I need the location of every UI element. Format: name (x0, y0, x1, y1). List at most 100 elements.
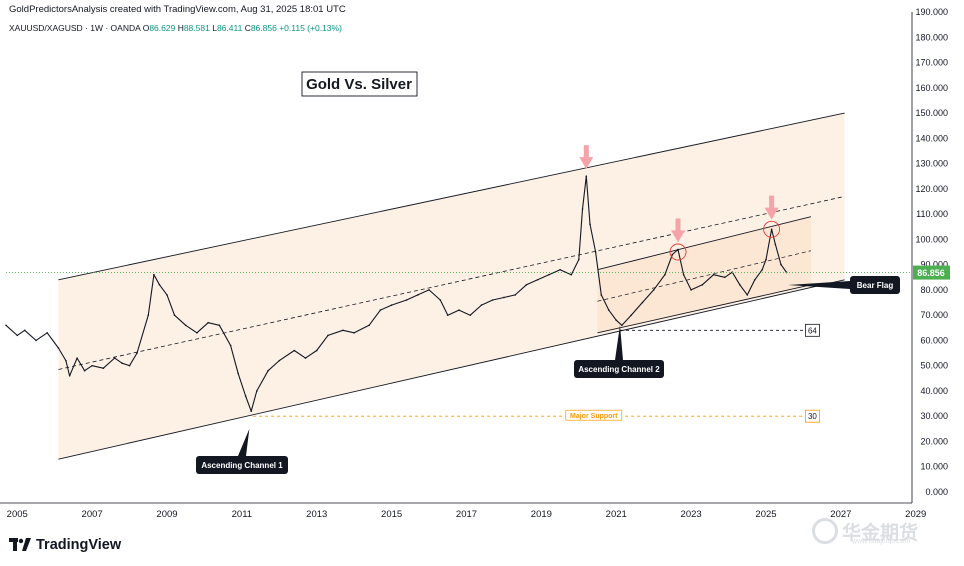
y-tick-label: 110.000 (916, 209, 948, 219)
y-tick-label: 60.000 (920, 335, 948, 345)
price-point-63 (607, 309, 610, 311)
price-point-6 (65, 359, 67, 362)
price-point-74 (701, 284, 704, 286)
level-30-tag-text: 30 (808, 412, 817, 421)
price-point-24 (218, 324, 221, 327)
open-value: 86.629 (149, 23, 176, 33)
price-point-29 (256, 390, 258, 392)
price-point-3 (35, 339, 37, 342)
chart-title: Gold Vs. Silver (306, 76, 412, 93)
price-point-38 (368, 324, 370, 327)
price-point-48 (480, 304, 483, 306)
price-point-26 (237, 372, 239, 375)
price-point-58 (581, 208, 584, 210)
channel-layer (58, 112, 845, 460)
price-point-43 (428, 289, 430, 291)
price-point-49 (491, 299, 494, 301)
price-point-44 (439, 299, 442, 301)
price-point-31 (278, 359, 281, 362)
y-tick-label: 70.000 (920, 310, 948, 320)
chart-attribution: GoldPredictorsAnalysis created with Trad… (9, 4, 346, 15)
price-point-79 (746, 294, 749, 296)
channel-1-midline[interactable] (58, 196, 845, 370)
price-point-22 (196, 332, 198, 334)
y-tick-label: 50.000 (920, 361, 948, 371)
bear-flag-callout-box[interactable] (850, 276, 900, 294)
price-point-37 (353, 332, 355, 334)
watermark-text: 华金期货 (842, 522, 919, 544)
peak-arrow-2025-head (764, 207, 779, 220)
watermark: 华金期货 www.huajinqh.com (812, 514, 952, 548)
high-label: H (177, 23, 184, 33)
price-point-59 (585, 175, 588, 178)
axis-layer: 0.000 10.000 20.000 30.000 40.000 50.000 60.00… (0, 7, 950, 520)
y-tick-label: 10.000 (920, 462, 948, 472)
ascending-channel-2-callout-box[interactable] (574, 360, 664, 378)
price-point-71 (677, 248, 679, 251)
price-point-20 (173, 314, 176, 316)
price-point-11 (102, 367, 105, 370)
peak-arrow-2022-head (671, 230, 686, 243)
price-point-18 (158, 284, 161, 286)
close-value: 86.856 (250, 23, 277, 33)
level-64-tag-text: 64 (808, 326, 817, 335)
channel-2-fill (597, 216, 811, 333)
y-tick-label: 160.000 (915, 83, 948, 93)
price-point-84 (774, 243, 777, 246)
y-tick-label: 20.000 (920, 436, 948, 446)
price-point-23 (207, 321, 209, 324)
last-price-tag-text: 86.856 (917, 268, 945, 278)
symbol-name[interactable]: XAUUSD/XAGUSD · 1W · OANDA (9, 23, 141, 33)
level-64-tag (805, 323, 820, 337)
x-tick-label: 2025 (755, 509, 776, 520)
price-point-8 (76, 357, 78, 359)
tradingview-logo-icon (9, 538, 31, 551)
price-point-73 (690, 289, 692, 291)
x-tick-label: 2021 (606, 509, 627, 520)
channel-2-upper-line[interactable] (597, 216, 812, 271)
y-tick-label: 100.000 (915, 234, 948, 244)
peak-circle-2025 (763, 220, 781, 238)
bear-flag-callout-pointer (788, 281, 850, 289)
channel-1-lower-line[interactable] (58, 279, 845, 460)
y-tick-label: 150.000 (915, 108, 948, 118)
price-point-36 (342, 329, 344, 332)
price-point-10 (91, 364, 93, 367)
price-point-41 (405, 299, 408, 301)
high-value: 88.581 (183, 23, 210, 33)
price-point-47 (469, 314, 472, 316)
price-point-69 (664, 273, 666, 276)
price-point-72 (682, 273, 685, 276)
channel-2-midline[interactable] (597, 250, 811, 302)
x-tick-label: 2023 (681, 509, 702, 520)
price-point-25 (229, 344, 232, 347)
tradingview-logo[interactable]: TradingView (9, 537, 121, 553)
price-point-0 (5, 324, 7, 327)
ascending-channel-1-callout-box[interactable] (196, 456, 288, 474)
x-tick-label: 2015 (381, 509, 402, 520)
price-point-81 (761, 268, 764, 271)
price-point-53 (536, 278, 539, 281)
channel-2-lower-line[interactable] (597, 284, 812, 334)
price-point-14 (128, 364, 131, 367)
price-point-66 (630, 314, 633, 316)
chart-title-box (301, 71, 418, 97)
price-point-5 (57, 347, 60, 349)
ascending-channel-2-callout-pointer (615, 325, 623, 360)
x-tick-label: 2027 (830, 509, 851, 520)
price-point-62 (600, 294, 603, 296)
ascending-channel-1-callout-pointer (238, 428, 250, 456)
price-point-33 (304, 357, 307, 359)
y-tick-label: 190.000 (915, 7, 948, 17)
price-point-85 (780, 263, 782, 266)
x-tick-label: 2011 (232, 509, 252, 520)
channel-1-upper-line[interactable] (58, 112, 845, 281)
price-point-52 (525, 284, 528, 286)
major-support-label-box (565, 409, 623, 421)
open-label: O (142, 23, 150, 33)
price-point-56 (570, 273, 573, 276)
y-tick-label: 130.000 (915, 159, 948, 169)
price-point-15 (136, 352, 138, 354)
price-point-42 (417, 294, 419, 296)
